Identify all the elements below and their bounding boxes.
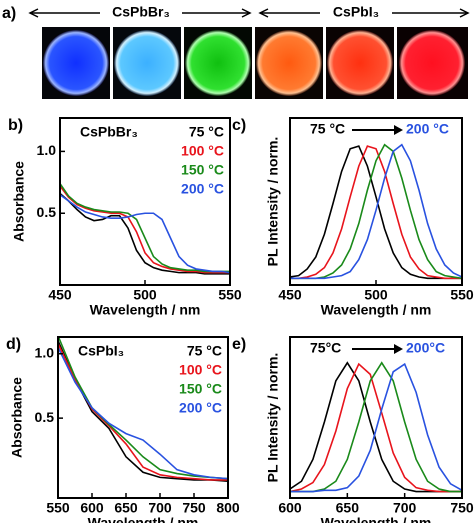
sample-label: CsPbBr₃ [80,124,138,140]
annotation-arrowhead [394,344,403,354]
x-axis-label: Wavelength / nm [321,302,432,318]
x-axis-label: Wavelength / nm [88,515,199,523]
x-tick-label: 750 [450,500,474,516]
panel-label: d) [6,336,21,353]
y-tick-label: 1.0 [35,344,55,360]
chart: 450 500 550 0.5 1.0 Wavelength / nm Absorbance… [8,117,242,318]
y-axis-label: Absorbance [9,377,25,458]
y-axis-label: Absorbance [11,161,27,242]
series-line [290,362,462,493]
panel-label: b) [8,117,23,134]
series-line [60,192,230,275]
x-axis-label: Wavelength / nm [90,302,201,318]
series-line [290,145,462,280]
arrows [28,8,470,18]
series-line [60,183,230,273]
x-tick-label: 550 [46,500,70,516]
legend-label: 100 °C [179,362,222,378]
y-tick-label: 1.0 [37,142,57,158]
y-axis-label: PL Intensity / norm. [265,137,281,267]
series-line [290,362,462,493]
legend-label: 100 °C [181,143,224,159]
legend-label: 200 °C [181,181,224,197]
x-tick-label: 550 [450,287,474,303]
panel-label: e) [232,336,246,353]
legend-label: 200 °C [179,400,222,416]
chart: 600 650 700 750 Wavelength / nm PL Intensity … [232,336,474,523]
group-label: CsPbBr₃ [112,4,170,20]
annotation: 75°C [310,340,341,356]
series-line [58,340,228,483]
group-label: CsPbI₃ [333,4,379,20]
x-tick-label: 650 [336,500,360,516]
series-line [60,185,230,274]
y-tick-label: 0.5 [37,204,57,220]
plot-frame [289,336,463,499]
y-tick-label: 0.5 [35,409,55,425]
annotation: 200 °C [406,121,449,137]
series-line [58,337,228,480]
series-line [60,194,230,274]
x-tick-label: 600 [80,500,104,516]
panel-label: a) [2,5,16,22]
x-tick-label: 650 [114,500,138,516]
series-line [58,346,228,480]
legend-label: 150 °C [181,162,224,178]
annotation: 75 °C [310,121,345,137]
sample-label: CsPbI₃ [78,343,124,359]
x-tick-label: 700 [148,500,172,516]
legend-label: 150 °C [179,381,222,397]
annotation-arrowhead [394,125,403,135]
photos [42,27,468,99]
series-line [290,145,462,280]
plot-frame [289,117,463,286]
x-tick-label: 750 [182,500,206,516]
x-tick-label: 500 [133,287,157,303]
y-axis-label: PL Intensity / norm. [265,353,281,483]
x-tick-label: 700 [393,500,417,516]
legend-label: 75 °C [187,343,222,359]
legend-label: 75 °C [189,124,224,140]
chart: 550 600 650 700 750 800 0.5 1.0 Wavelength / nm A… [6,336,240,523]
annotation: 200°C [406,340,445,356]
x-tick-label: 500 [364,287,388,303]
chart: 450 500 550 Wavelength / nm PL Intensity / n… [232,117,474,318]
panel-a: a) CsPbBr₃ CsPbI₃ [2,4,470,99]
panel-label: c) [232,117,246,134]
series-line [290,143,462,280]
x-tick-label: 800 [216,500,240,516]
x-tick-label: 450 [48,287,72,303]
x-tick-label: 450 [278,287,302,303]
x-axis-label: Wavelength / nm [321,515,432,523]
x-tick-label: 550 [218,287,242,303]
x-tick-label: 600 [278,500,302,516]
